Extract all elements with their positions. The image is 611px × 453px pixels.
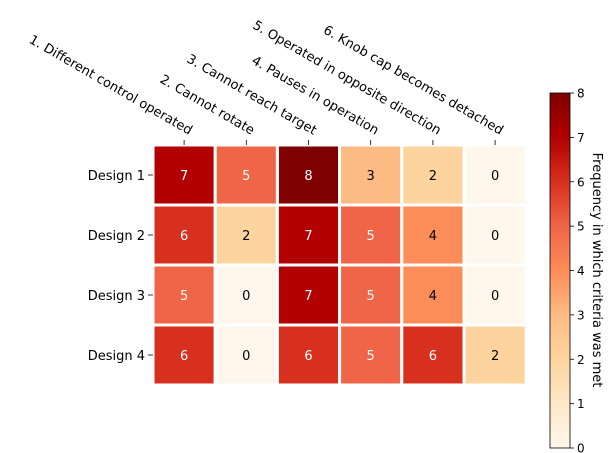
colorbar-tick-label: 2 [577, 353, 585, 367]
cell-value-label: 2 [429, 169, 437, 184]
row-label: Design 2 [88, 229, 145, 244]
heatmap-cell [400, 323, 466, 387]
colorbar-gradient [549, 92, 571, 449]
cell-value-label: 4 [429, 229, 437, 244]
cell-value-label: 6 [180, 229, 188, 244]
row-label: Design 3 [88, 289, 145, 304]
cell-value-label: 6 [429, 349, 437, 364]
cell-value-label: 7 [180, 169, 188, 184]
heatmap-cells: 7 5 8 3 2 0 6 2 7 5 4 0 5 0 7 5 4 0 6 0 6 5 6 2 [151, 143, 528, 387]
heatmap-cell [462, 143, 528, 207]
cell-value-label: 0 [242, 349, 250, 364]
colorbar-tick-label: 8 [577, 87, 585, 101]
row-labels: Design 1 Design 2 Design 3 Design 4 [88, 169, 153, 364]
cell-value-label: 7 [304, 229, 312, 244]
cell-value-label: 5 [367, 289, 375, 304]
cell-value-label: 0 [242, 289, 250, 304]
heatmap-cell [275, 323, 342, 387]
cell-value-label: 3 [367, 169, 375, 184]
colorbar-tick-label: 3 [577, 308, 585, 322]
colorbar-tick-label: 4 [577, 264, 585, 278]
cell-value-label: 6 [304, 349, 312, 364]
cell-value-label: 7 [304, 289, 312, 304]
colorbar-label: Frequency in which criteria was met [589, 153, 604, 388]
cell-value-label: 5 [367, 229, 375, 244]
heatmap-cell [462, 323, 528, 387]
cell-value-label: 0 [491, 169, 499, 184]
heatmap-cell [213, 323, 279, 387]
row-label: Design 1 [88, 169, 145, 184]
cell-value-label: 4 [429, 289, 437, 304]
colorbar-tick-label: 7 [577, 131, 585, 145]
cell-value-label: 0 [491, 229, 499, 244]
cell-value-label: 6 [180, 349, 188, 364]
row-label: Design 4 [88, 349, 145, 364]
cell-value-label: 5 [242, 169, 250, 184]
cell-value-label: 5 [180, 289, 188, 304]
colorbar-tick-label: 6 [577, 175, 585, 189]
cell-value-label: 2 [242, 229, 250, 244]
heatmap-cell [213, 203, 279, 267]
colorbar-tick-label: 1 [577, 397, 585, 411]
colorbar: 0 1 2 3 4 5 6 7 8 Frequency in which criteria wa… [549, 87, 604, 453]
cell-value-label: 2 [491, 349, 499, 364]
heatmap-cell [338, 263, 404, 327]
cell-value-label: 5 [367, 349, 375, 364]
cell-value-label: 8 [304, 169, 312, 184]
cell-value-label: 0 [491, 289, 499, 304]
colorbar-tick-label: 5 [577, 220, 585, 234]
heatmap-cell [400, 263, 466, 327]
colorbar-ticks: 0 1 2 3 4 5 6 7 8 [570, 87, 585, 453]
colorbar-tick-label: 0 [577, 442, 585, 453]
heatmap-cell [151, 323, 217, 387]
heatmap-cell [338, 203, 404, 267]
